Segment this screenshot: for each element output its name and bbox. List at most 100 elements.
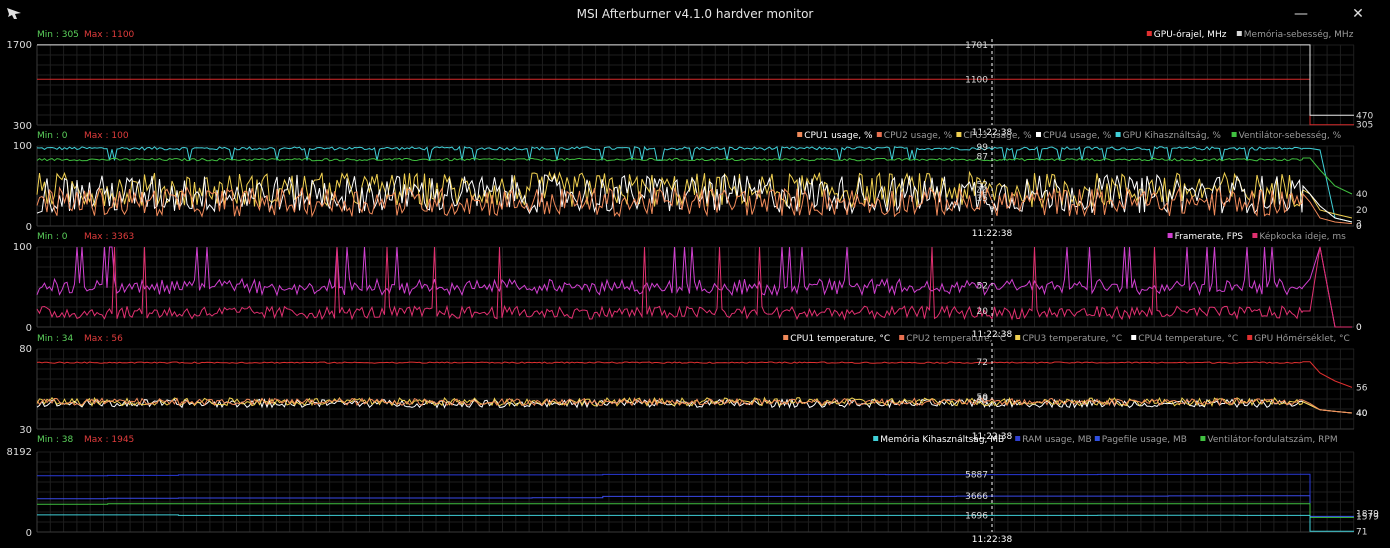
legend-label: CPU4 usage, % — [1043, 131, 1112, 141]
cursor-value: 50 — [977, 393, 989, 403]
y-bottom-label: 0 — [26, 323, 32, 334]
graph-panel-clock: Min : 305 Max : 1100 1700 300 Memória-sebess… — [7, 29, 1374, 138]
cursor-value: 35 — [977, 194, 988, 204]
series-line — [37, 44, 1354, 116]
legend-label: CPU1 usage, % — [804, 131, 873, 141]
title-bar: MSI Afterburner v4.1.0 hardver monitor —… — [0, 0, 1390, 28]
end-value: 20 — [1356, 206, 1368, 216]
close-button[interactable]: ✕ — [1352, 6, 1364, 22]
end-value: 3 — [1356, 220, 1362, 230]
max-label: Max : 3363 — [84, 232, 134, 242]
cursor-value: 99 — [977, 143, 989, 153]
legend-swatch — [1247, 335, 1253, 340]
series-line — [37, 495, 1354, 517]
legend-label: CPU3 temperature, °C — [1022, 334, 1122, 344]
legend-swatch — [783, 335, 789, 340]
legend-swatch — [1131, 335, 1137, 340]
grid — [36, 348, 1355, 430]
series-line — [36, 173, 1353, 223]
cursor-value: 1696 — [965, 511, 988, 521]
end-value: 40 — [1356, 409, 1368, 419]
series-line — [36, 397, 1353, 414]
cursor-time-label: 11:22:38 — [972, 535, 1013, 545]
grid — [36, 246, 1355, 328]
legend-swatch — [1252, 233, 1258, 238]
series-line — [37, 503, 1354, 518]
max-label: Max : 1945 — [84, 435, 134, 445]
cursor-value: 72 — [977, 358, 988, 368]
legend-label: CPU1 temperature, °C — [790, 334, 890, 344]
y-bottom-label: 30 — [19, 425, 32, 436]
cursor-value: 20 — [977, 307, 989, 317]
window-title: MSI Afterburner v4.1.0 hardver monitor — [576, 7, 814, 21]
series-line — [37, 514, 1354, 532]
end-value: 0 — [1356, 222, 1362, 232]
end-value: 71 — [1356, 527, 1367, 537]
legend-swatch — [1167, 233, 1173, 238]
legend-label: Memória-sebesség, MHz — [1244, 29, 1354, 40]
legend-swatch — [1094, 436, 1100, 441]
legend-label: Framerate, FPS — [1175, 232, 1244, 242]
legend-swatch — [956, 132, 962, 137]
end-value: 305 — [1356, 121, 1373, 131]
legend-label: CPU3 usage, % — [963, 131, 1032, 141]
legend-swatch — [899, 335, 905, 340]
cursor-value: 5887 — [965, 471, 988, 481]
cursor-value: 1100 — [965, 75, 988, 85]
legend-swatch — [1200, 436, 1206, 441]
series-line — [36, 246, 1352, 328]
legend-swatch — [797, 132, 803, 137]
legend-swatch — [1015, 436, 1021, 441]
y-top-label: 8192 — [7, 447, 32, 458]
legend-swatch — [1231, 132, 1237, 137]
legend: GPU Hőmérséklet, °C CPU4 temperature, °C C… — [783, 333, 1350, 344]
y-top-label: 80 — [19, 344, 32, 355]
min-label: Min : 34 — [37, 334, 73, 344]
y-top-label: 100 — [13, 242, 32, 253]
end-value: 40 — [1356, 409, 1368, 419]
cursor-time-label: 11:22:38 — [972, 229, 1013, 239]
end-value: 0 — [1356, 323, 1362, 333]
legend-swatch — [876, 132, 882, 137]
y-top-label: 1700 — [7, 40, 32, 51]
grid — [36, 451, 1355, 533]
legend-label: Memória Kihasználtság, MB — [880, 434, 1004, 445]
afterburner-plane-icon — [7, 8, 21, 19]
series-line — [36, 246, 1352, 328]
graph-panel-framerate: Min : 0 Max : 3363 100 0 Képkocka ideje, ms F… — [13, 231, 1362, 340]
cursor-time-label: 11:22:38 — [972, 432, 1013, 442]
minimize-button[interactable]: — — [1294, 6, 1308, 22]
legend-swatch — [1236, 31, 1242, 36]
end-value: 40 — [1356, 409, 1368, 419]
max-label: Max : 56 — [84, 334, 123, 344]
series-line — [36, 396, 1353, 414]
end-value: 40 — [1356, 190, 1368, 200]
legend-label: CPU2 usage, % — [884, 131, 953, 141]
series-line — [36, 145, 1353, 223]
min-label: Min : 38 — [37, 435, 73, 445]
end-value: 56 — [1356, 383, 1368, 393]
end-value: 1579 — [1356, 513, 1379, 523]
legend-label: Képkocka ideje, ms — [1259, 231, 1346, 242]
end-value: 470 — [1356, 111, 1373, 121]
min-label: Min : 0 — [37, 131, 68, 141]
series-line — [36, 157, 1353, 195]
legend-swatch — [1146, 31, 1152, 36]
legend-label: Pagefile usage, MB — [1102, 435, 1187, 445]
y-top-label: 100 — [13, 141, 32, 152]
legend-label: GPU Hőmérséklet, °C — [1254, 333, 1350, 344]
legend: Képkocka ideje, ms Framerate, FPS — [1167, 231, 1346, 242]
series-line — [36, 361, 1353, 388]
min-label: Min : 0 — [37, 232, 68, 242]
graph-panel-temperature: Min : 34 Max : 56 80 30 GPU Hőmérséklet, °C C… — [19, 333, 1367, 442]
legend-label: RAM usage, MB — [1022, 435, 1091, 445]
end-value: 1879 — [1356, 510, 1379, 520]
legend: Memória-sebesség, MHz GPU-órajel, MHz — [1146, 29, 1354, 40]
legend-label: GPU Kihasználtság, % — [1123, 131, 1222, 141]
legend-swatch — [1015, 335, 1021, 340]
grid — [36, 44, 1355, 126]
cursor-value: 3666 — [965, 492, 988, 502]
max-label: Max : 1100 — [84, 30, 135, 40]
legend: Ventilátor-sebesség, % GPU Kihasználtság,… — [797, 130, 1342, 141]
